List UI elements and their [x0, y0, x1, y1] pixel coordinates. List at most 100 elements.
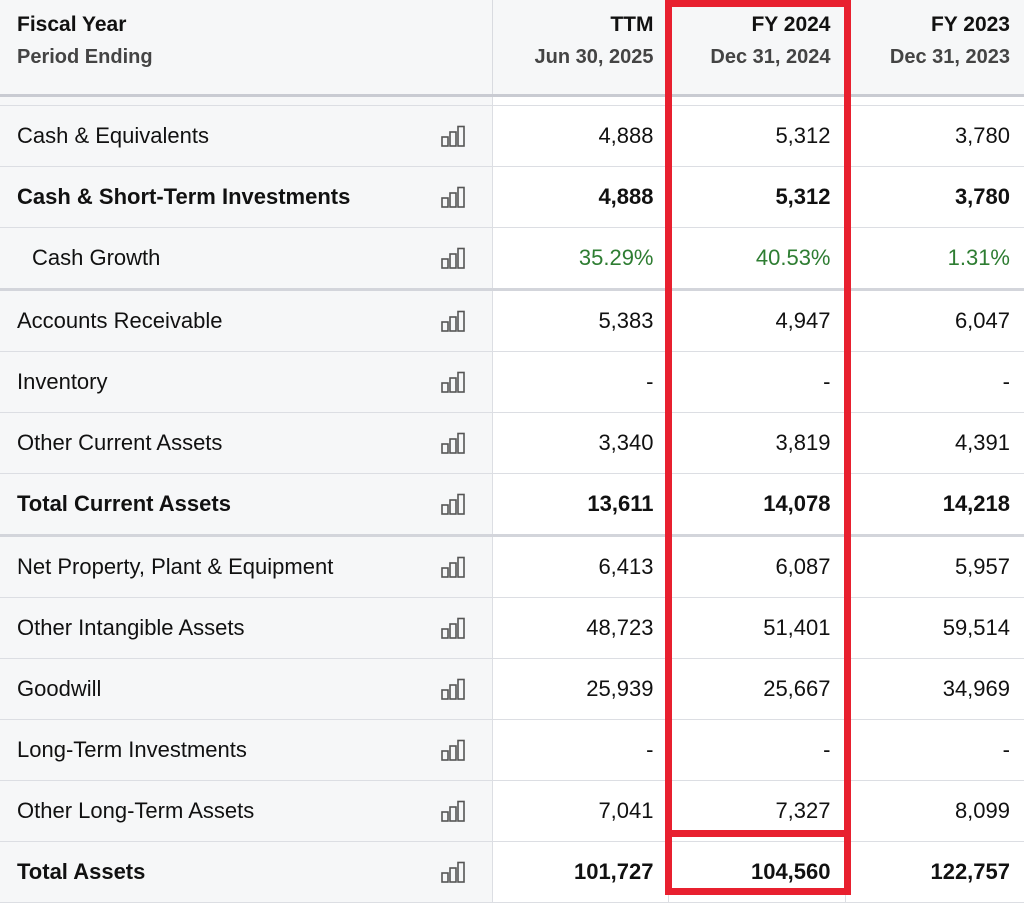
value-cell-ttm: 25,939 — [492, 659, 668, 720]
value-cell-ttm: 101,727 — [492, 842, 668, 903]
bar-chart-icon[interactable] — [440, 861, 466, 883]
bar-chart-icon[interactable] — [440, 678, 466, 700]
header-label-cell: Fiscal Year Period Ending — [0, 0, 492, 96]
value-cell-fy2024: - — [668, 720, 845, 781]
value-cell-fy2024: 6,087 — [668, 536, 845, 598]
value-cell-fy2023: 14,218 — [845, 474, 1024, 536]
value-cell-fy2023: 3,780 — [845, 106, 1024, 167]
spacer-cell — [492, 96, 668, 106]
value-cell-ttm: 48,723 — [492, 598, 668, 659]
row-label-cell: Accounts Receivable — [0, 290, 492, 352]
row-label-cell: Cash Growth — [0, 228, 492, 290]
value-cell-ttm: - — [492, 720, 668, 781]
row-label-cell: Other Long-Term Assets — [0, 781, 492, 842]
bar-chart-icon[interactable] — [440, 247, 466, 269]
value-cell-fy2024: 104,560 — [668, 842, 845, 903]
row-label-cell: Inventory — [0, 352, 492, 413]
column-header-ttm[interactable]: TTM Jun 30, 2025 — [492, 0, 668, 96]
column-header-fy2024[interactable]: FY 2024 Dec 31, 2024 — [668, 0, 845, 96]
fiscal-year-label: Fiscal Year — [0, 0, 492, 46]
header-spacer-row — [0, 96, 1024, 106]
row-label: Other Long-Term Assets — [0, 798, 254, 823]
column-title: TTM — [493, 0, 668, 46]
column-title: FY 2024 — [669, 0, 845, 46]
row-label: Other Current Assets — [0, 430, 222, 455]
column-header-fy2023[interactable]: FY 2023 Dec 31, 2023 — [845, 0, 1024, 96]
row-label: Cash & Short-Term Investments — [0, 184, 350, 209]
bar-chart-icon[interactable] — [440, 125, 466, 147]
value-cell-fy2024: 7,327 — [668, 781, 845, 842]
value-cell-fy2024: 25,667 — [668, 659, 845, 720]
table-row-long-term-investments: Long-Term Investments--- — [0, 720, 1024, 781]
row-label: Goodwill — [0, 676, 101, 701]
bar-chart-icon[interactable] — [440, 800, 466, 822]
row-label: Total Current Assets — [0, 491, 231, 516]
row-label-cell: Other Intangible Assets — [0, 598, 492, 659]
value-cell-fy2023: 3,780 — [845, 167, 1024, 228]
value-cell-fy2023: 6,047 — [845, 290, 1024, 352]
value-cell-ttm: 4,888 — [492, 167, 668, 228]
bar-chart-icon[interactable] — [440, 556, 466, 578]
column-date: Dec 31, 2024 — [669, 46, 845, 68]
row-label: Other Intangible Assets — [0, 615, 244, 640]
value-cell-fy2023: 59,514 — [845, 598, 1024, 659]
value-cell-ttm: 3,340 — [492, 413, 668, 474]
row-label: Total Assets — [0, 859, 145, 884]
bar-chart-icon[interactable] — [440, 617, 466, 639]
value-cell-ttm: 13,611 — [492, 474, 668, 536]
value-cell-ttm: - — [492, 352, 668, 413]
row-label: Net Property, Plant & Equipment — [0, 554, 333, 579]
value-cell-ttm: 6,413 — [492, 536, 668, 598]
row-label-cell: Cash & Short-Term Investments — [0, 167, 492, 228]
row-label-cell: Total Current Assets — [0, 474, 492, 536]
column-title: FY 2023 — [846, 0, 1024, 46]
value-cell-fy2023: - — [845, 352, 1024, 413]
value-cell-ttm: 35.29% — [492, 228, 668, 290]
value-cell-fy2023: 5,957 — [845, 536, 1024, 598]
value-cell-fy2024: 40.53% — [668, 228, 845, 290]
bar-chart-icon[interactable] — [440, 186, 466, 208]
row-label: Long-Term Investments — [0, 737, 247, 762]
value-cell-ttm: 5,383 — [492, 290, 668, 352]
value-cell-fy2024: 5,312 — [668, 106, 845, 167]
row-label: Inventory — [0, 369, 108, 394]
row-label-cell: Net Property, Plant & Equipment — [0, 536, 492, 598]
value-cell-ttm: 7,041 — [492, 781, 668, 842]
bar-chart-icon[interactable] — [440, 371, 466, 393]
value-cell-fy2024: 4,947 — [668, 290, 845, 352]
spacer-cell — [668, 96, 845, 106]
value-cell-fy2024: 3,819 — [668, 413, 845, 474]
row-label-cell: Other Current Assets — [0, 413, 492, 474]
table-row-inventory: Inventory--- — [0, 352, 1024, 413]
row-label: Cash Growth — [0, 245, 160, 270]
row-label-cell: Long-Term Investments — [0, 720, 492, 781]
row-label-cell: Cash & Equivalents — [0, 106, 492, 167]
value-cell-fy2024: 51,401 — [668, 598, 845, 659]
value-cell-fy2024: 14,078 — [668, 474, 845, 536]
value-cell-fy2023: 1.31% — [845, 228, 1024, 290]
row-label-cell: Total Assets — [0, 842, 492, 903]
bar-chart-icon[interactable] — [440, 310, 466, 332]
value-cell-ttm: 4,888 — [492, 106, 668, 167]
value-cell-fy2023: 122,757 — [845, 842, 1024, 903]
value-cell-fy2023: 4,391 — [845, 413, 1024, 474]
column-date: Dec 31, 2023 — [846, 46, 1024, 68]
column-date: Jun 30, 2025 — [493, 46, 668, 68]
spacer-cell — [845, 96, 1024, 106]
row-label: Cash & Equivalents — [0, 123, 209, 148]
bar-chart-icon[interactable] — [440, 739, 466, 761]
bar-chart-icon[interactable] — [440, 493, 466, 515]
row-label-cell: Goodwill — [0, 659, 492, 720]
table-header-row: Fiscal Year Period Ending TTM Jun 30, 20… — [0, 0, 1024, 96]
bar-chart-icon[interactable] — [440, 432, 466, 454]
period-ending-label: Period Ending — [0, 46, 492, 68]
